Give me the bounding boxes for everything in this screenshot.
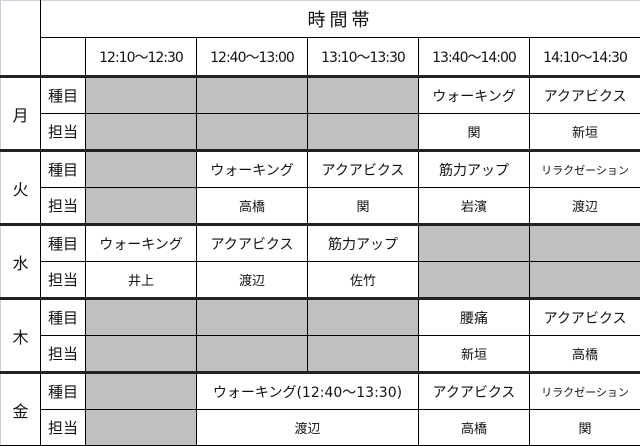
staff-cell: 渡辺 — [197, 262, 308, 299]
row-label-event: 種目 — [41, 373, 86, 410]
schedule-row-staff: 担当 新垣高橋 — [1, 336, 640, 373]
event-cell: リラクゼーション — [530, 373, 640, 410]
unavailable-slot — [419, 225, 530, 262]
blank-header-cell — [41, 38, 86, 77]
row-label-event: 種目 — [41, 151, 86, 188]
schedule-row-event: 金種目ウォーキング(12:40～13:30)アクアビクスリラクゼーション — [1, 373, 640, 410]
row-label-event: 種目 — [41, 77, 86, 114]
row-label-staff: 担当 — [41, 188, 86, 225]
staff-cell: 佐竹 — [308, 262, 419, 299]
schedule-row-staff: 担当 関新垣 — [1, 114, 640, 151]
schedule-row-event: 木種目腰痛アクアビクス — [1, 299, 640, 336]
schedule-row-staff: 担当井上渡辺佐竹 — [1, 262, 640, 299]
schedule-row-staff: 担当 高橋関岩濱渡辺 — [1, 188, 640, 225]
staff-cell: 高橋 — [197, 188, 308, 225]
unavailable-slot — [86, 373, 197, 410]
event-cell: アクアビクス — [530, 299, 640, 336]
event-cell: リラクゼーション — [530, 151, 640, 188]
event-cell: アクアビクス — [308, 151, 419, 188]
row-label-staff: 担当 — [41, 336, 86, 373]
time-slot-header: 13:40～14:00 — [419, 38, 530, 77]
staff-cell: 高橋 — [530, 336, 640, 373]
day-label: 金 — [1, 373, 41, 446]
event-cell: ウォーキング — [197, 151, 308, 188]
time-slot-header: 12:40～13:00 — [197, 38, 308, 77]
event-cell: アクアビクス — [197, 225, 308, 262]
unavailable-slot — [308, 299, 419, 336]
row-label-staff: 担当 — [41, 262, 86, 299]
day-label: 木 — [1, 299, 41, 373]
unavailable-slot — [86, 114, 197, 151]
schedule-row-event: 月種目ウォーキングアクアビクス — [1, 77, 640, 114]
unavailable-slot — [308, 77, 419, 114]
row-label-staff: 担当 — [41, 114, 86, 151]
schedule-row-event: 水種目ウォーキングアクアビクス筋力アップ — [1, 225, 640, 262]
day-label: 火 — [1, 151, 41, 225]
event-cell: ウォーキング(12:40～13:30) — [197, 373, 419, 410]
staff-cell: 井上 — [86, 262, 197, 299]
staff-cell: 新垣 — [419, 336, 530, 373]
event-cell: ウォーキング — [419, 77, 530, 114]
row-label-event: 種目 — [41, 225, 86, 262]
unavailable-slot — [308, 336, 419, 373]
staff-cell: 関 — [308, 188, 419, 225]
day-label: 月 — [1, 77, 41, 151]
unavailable-slot — [86, 410, 197, 446]
row-label-event: 種目 — [41, 299, 86, 336]
staff-cell: 新垣 — [530, 114, 640, 151]
unavailable-slot — [308, 114, 419, 151]
staff-cell: 渡辺 — [530, 188, 640, 225]
staff-cell: 高橋 — [419, 410, 530, 446]
unavailable-slot — [197, 77, 308, 114]
staff-cell: 関 — [419, 114, 530, 151]
time-slot-header: 13:10～13:30 — [308, 38, 419, 77]
unavailable-slot — [86, 299, 197, 336]
event-cell: 腰痛 — [419, 299, 530, 336]
unavailable-slot — [86, 77, 197, 114]
staff-cell: 岩濱 — [419, 188, 530, 225]
schedule-row-event: 火種目ウォーキングアクアビクス筋力アップリラクゼーション — [1, 151, 640, 188]
unavailable-slot — [86, 151, 197, 188]
event-cell: 筋力アップ — [308, 225, 419, 262]
staff-cell: 渡辺 — [197, 410, 419, 446]
unavailable-slot — [530, 262, 640, 299]
day-label: 水 — [1, 225, 41, 299]
unavailable-slot — [419, 262, 530, 299]
unavailable-slot — [197, 299, 308, 336]
schedule-row-staff: 担当 渡辺高橋関 — [1, 410, 640, 446]
event-cell: アクアビクス — [419, 373, 530, 410]
staff-cell: 関 — [530, 410, 640, 446]
unavailable-slot — [86, 188, 197, 225]
row-label-staff: 担当 — [41, 410, 86, 446]
unavailable-slot — [86, 336, 197, 373]
unavailable-slot — [530, 225, 640, 262]
event-cell: ウォーキング — [86, 225, 197, 262]
unavailable-slot — [197, 336, 308, 373]
time-slot-header: 12:10～12:30 — [86, 38, 197, 77]
unavailable-slot — [197, 114, 308, 151]
event-cell: アクアビクス — [530, 77, 640, 114]
header-title: 時間帯 — [41, 1, 640, 38]
time-slot-header: 14:10～14:30 — [530, 38, 640, 77]
event-cell: 筋力アップ — [419, 151, 530, 188]
corner-cell — [1, 1, 41, 77]
